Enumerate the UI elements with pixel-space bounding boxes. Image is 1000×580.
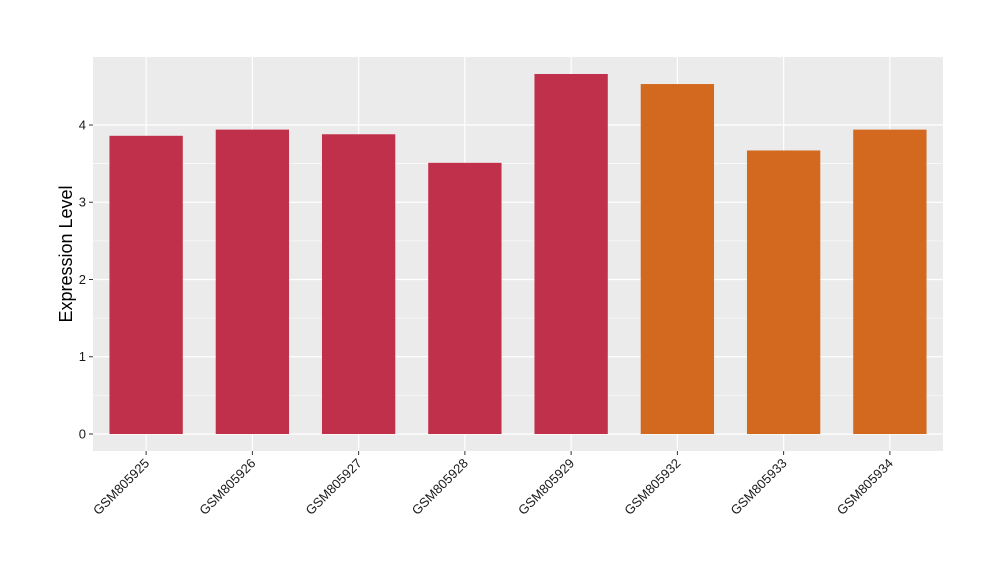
y-tick-label: 2: [79, 272, 86, 287]
y-axis-title: Expression Level: [56, 185, 76, 322]
bar-GSM805928: [428, 162, 502, 435]
x-tick-label: GSM805925: [90, 456, 152, 518]
bar-GSM805932: [640, 84, 715, 435]
bar-GSM805934: [853, 129, 927, 435]
y-axis: 0 1 2 3 4: [79, 117, 93, 442]
bar-GSM805926: [215, 129, 290, 435]
x-tick-label: GSM805932: [621, 456, 683, 518]
x-tick-label: GSM805926: [196, 456, 258, 518]
y-tick-label: 4: [79, 117, 86, 132]
bar-GSM805929: [534, 73, 608, 435]
bar-GSM805925: [109, 135, 183, 435]
x-tick-label: GSM805933: [728, 456, 790, 518]
x-tick-label: GSM805934: [834, 456, 896, 518]
x-tick-label: GSM805927: [303, 456, 365, 518]
y-tick-label: 0: [79, 427, 86, 442]
bar-GSM805933: [746, 150, 821, 435]
bars: [109, 73, 927, 435]
x-tick-label: GSM805928: [409, 456, 471, 518]
y-tick-label: 1: [79, 349, 86, 364]
bar-GSM805927: [321, 134, 396, 435]
y-tick-label: 3: [79, 195, 86, 210]
x-tick-label: GSM805929: [515, 456, 577, 518]
x-axis: GSM805925 GSM805926 GSM805927 GSM805928 GSM8…: [90, 451, 896, 518]
